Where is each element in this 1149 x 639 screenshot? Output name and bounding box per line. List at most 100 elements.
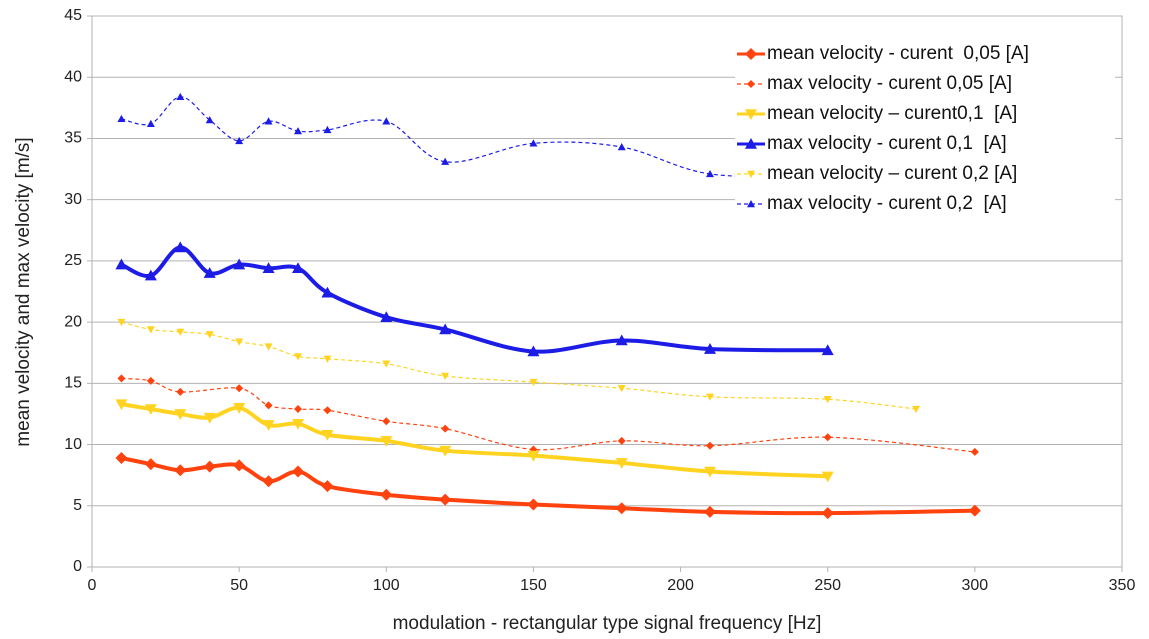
series-line	[120, 245, 828, 354]
y-tick-label: 45	[64, 7, 82, 24]
data-point	[382, 360, 391, 368]
data-point	[146, 376, 155, 385]
legend-marker	[737, 109, 765, 120]
legend-label: mean velocity – curent 0,2 [A]	[767, 163, 1018, 184]
data-point	[439, 445, 452, 457]
data-point	[144, 404, 157, 416]
y-tick-label: 5	[73, 497, 82, 514]
data-point	[380, 311, 393, 323]
data-point	[205, 116, 214, 124]
x-tick-label: 0	[88, 577, 97, 594]
data-point	[262, 420, 275, 431]
data-point	[115, 399, 128, 411]
data-point	[264, 117, 273, 125]
data-point	[527, 498, 540, 511]
data-point	[382, 417, 391, 426]
data-point	[115, 258, 128, 270]
data-point	[970, 447, 979, 456]
y-tick-label: 40	[64, 68, 82, 85]
data-point	[235, 136, 244, 145]
legend: mean velocity - curent 0,05 [A] max veloc…	[735, 40, 1115, 220]
data-point	[529, 139, 538, 147]
data-point	[117, 318, 126, 327]
data-point	[235, 384, 244, 393]
data-point	[441, 157, 450, 165]
y-tick-label: 35	[64, 130, 82, 147]
data-point	[615, 458, 628, 469]
data-point	[264, 343, 273, 351]
legend-label: max velocity - curent 0,05 [A]	[767, 73, 1012, 94]
data-point	[527, 450, 540, 462]
legend-marker	[737, 48, 765, 60]
data-point	[235, 338, 244, 346]
legend-symbol	[747, 170, 755, 178]
legend-label: max velocity - curent 0,1 [A]	[767, 133, 1007, 154]
legend-item: max velocity - curent 0,05 [A]	[735, 70, 1115, 98]
data-point	[529, 378, 538, 387]
series-line	[121, 377, 975, 453]
data-point	[203, 267, 216, 278]
y-tick-label: 30	[64, 191, 82, 208]
data-point	[321, 429, 334, 441]
data-point	[439, 493, 452, 506]
data-point	[233, 403, 246, 414]
x-tick-label: 250	[814, 577, 841, 594]
data-point	[115, 452, 128, 465]
data-point	[821, 507, 834, 520]
data-point	[323, 125, 332, 134]
data-point	[380, 488, 393, 501]
data-point	[321, 286, 334, 298]
y-tick-label: 10	[64, 436, 82, 453]
data-point	[321, 480, 334, 493]
legend-marker	[737, 200, 765, 208]
data-point	[380, 436, 393, 447]
data-point	[174, 241, 187, 253]
legend-symbol	[745, 138, 757, 149]
x-tick-label: 100	[373, 577, 400, 594]
y-tick-label: 25	[64, 252, 82, 269]
data-point	[441, 372, 450, 380]
data-point	[174, 464, 187, 477]
data-point	[912, 405, 920, 414]
y-tick-label: 20	[64, 313, 82, 330]
y-axis-title: mean velocity and max velocity [m/s]	[13, 137, 34, 446]
legend-item: max velocity - curent 0,2 [A]	[735, 190, 1115, 218]
legend-label: mean velocity - curent 0,05 [A]	[767, 43, 1029, 64]
data-point	[617, 143, 626, 151]
legend-item: mean velocity - curent 0,05 [A]	[735, 40, 1115, 68]
data-point	[294, 127, 302, 135]
plot-frame	[91, 15, 1123, 568]
data-point	[174, 409, 187, 420]
data-point	[176, 328, 185, 336]
data-point	[704, 466, 716, 478]
data-point	[706, 393, 714, 401]
data-point	[968, 504, 981, 517]
legend-marker	[737, 170, 765, 178]
data-point	[615, 334, 628, 346]
data-point	[706, 169, 714, 178]
legend-symbol	[745, 48, 757, 60]
x-axis-title: modulation - rectangular type signal fre…	[393, 613, 822, 634]
data-point	[205, 331, 214, 339]
data-point	[117, 374, 126, 383]
data-point	[704, 343, 716, 354]
legend-symbol	[745, 109, 757, 120]
data-point	[704, 505, 716, 518]
data-point	[262, 475, 275, 488]
legend-symbol	[747, 80, 755, 88]
data-point	[821, 471, 834, 483]
data-point	[706, 441, 714, 450]
data-point	[294, 353, 302, 361]
x-tick-label: 350	[1109, 577, 1136, 594]
x-tick-label: 50	[230, 577, 248, 594]
data-point	[176, 387, 185, 396]
data-point	[441, 424, 450, 433]
data-point	[117, 114, 126, 123]
data-point	[233, 258, 246, 270]
x-tick-label: 300	[962, 577, 989, 594]
data-point	[203, 412, 216, 424]
data-point	[382, 117, 391, 125]
legend-symbol	[747, 200, 755, 208]
